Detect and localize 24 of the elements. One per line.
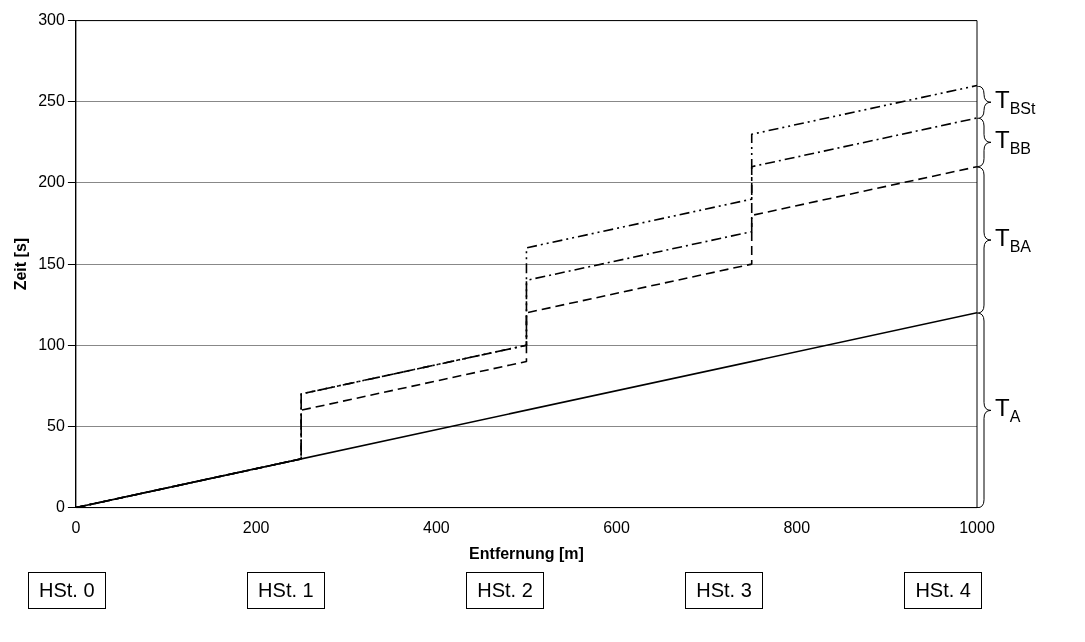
y-tick-label: 150 <box>38 254 65 272</box>
x-tick-label: 600 <box>603 518 630 536</box>
x-tick-label: 1000 <box>959 518 995 536</box>
text: HSt. 2 <box>466 572 544 609</box>
text: T$_{A}$ <box>995 394 1021 427</box>
y-tick-label: 100 <box>38 335 65 353</box>
y-tick-label: 0 <box>55 498 65 516</box>
y-axis-title: Zeit [s] <box>12 237 30 291</box>
y-tick-label: 300 <box>38 11 65 29</box>
text: HSt. 1 <box>247 572 325 609</box>
y-tick-label: 200 <box>38 173 65 191</box>
y-tick-label: 50 <box>47 416 65 434</box>
text: T$_{BA}$ <box>995 223 1032 257</box>
x-tick-label: 200 <box>242 518 270 536</box>
x-tick-label: 400 <box>422 518 450 536</box>
text: HSt. 4 <box>904 572 982 609</box>
x-tick-label: 0 <box>71 518 81 536</box>
text: T$_{BB}$ <box>995 126 1032 160</box>
text: T$_{BSt}$ <box>995 85 1036 119</box>
text: HSt. 0 <box>28 572 106 609</box>
text: HSt. 3 <box>685 572 763 609</box>
x-axis-title: Entfernung [m] <box>469 544 584 562</box>
x-tick-label: 800 <box>783 518 811 536</box>
y-tick-label: 250 <box>38 92 65 110</box>
